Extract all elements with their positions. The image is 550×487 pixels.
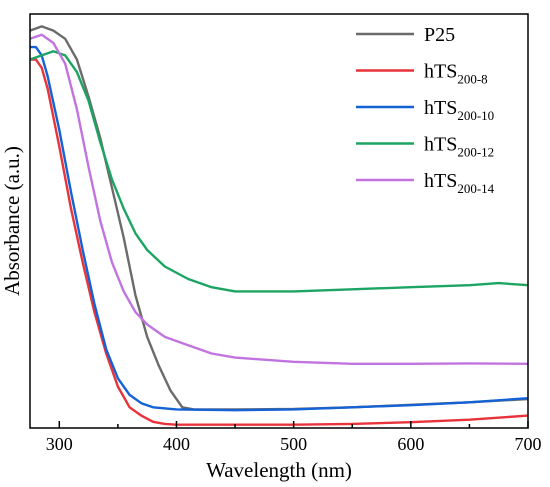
y-axis-title: Absorbance (a.u.) xyxy=(0,146,24,296)
series-line-2 xyxy=(30,58,529,426)
x-tick-labels: 300 400 500 600 700 xyxy=(46,434,542,454)
series-line-3 xyxy=(30,45,529,412)
legend-label-4: hTS200-12 xyxy=(424,134,494,160)
series-lines xyxy=(29,25,529,426)
x-tick-label: 600 xyxy=(397,434,424,454)
legend-label-2: hTS200-8 xyxy=(424,61,488,87)
x-tick-label: 500 xyxy=(280,434,307,454)
axis-ticks xyxy=(58,421,529,428)
legend: P25 hTS200-8 hTS200-10 hTS200-12 hTS200-14 xyxy=(356,24,495,196)
series-line-5 xyxy=(29,33,529,365)
x-tick-label: 300 xyxy=(46,434,73,454)
legend-label-5: hTS200-14 xyxy=(424,170,495,196)
legend-label-1: P25 xyxy=(424,24,455,46)
x-tick-label: 700 xyxy=(515,434,542,454)
x-axis-title: Wavelength (nm) xyxy=(206,458,352,482)
legend-label-3: hTS200-10 xyxy=(424,97,494,123)
series-line-4 xyxy=(29,50,529,293)
plot-frame xyxy=(29,13,529,429)
x-tick-label: 400 xyxy=(163,434,190,454)
